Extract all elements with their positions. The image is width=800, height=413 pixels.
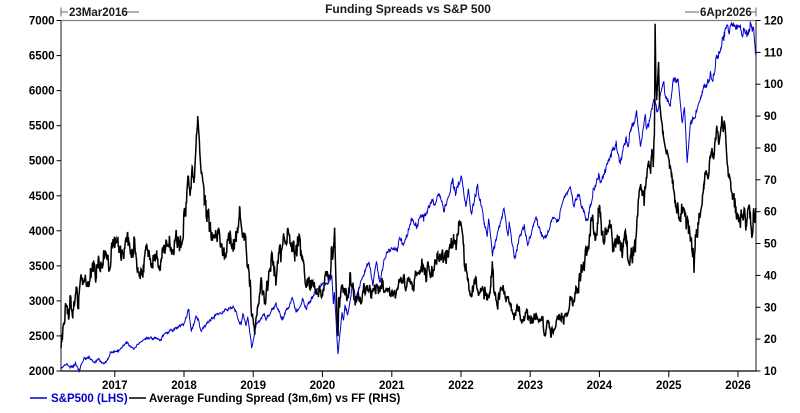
svg-text:3500: 3500 bbox=[29, 261, 55, 273]
svg-text:2500: 2500 bbox=[29, 331, 55, 343]
svg-text:2018: 2018 bbox=[171, 380, 197, 392]
svg-text:6000: 6000 bbox=[29, 86, 55, 98]
svg-text:5500: 5500 bbox=[29, 121, 55, 133]
svg-text:2022: 2022 bbox=[448, 380, 474, 392]
svg-text:2017: 2017 bbox=[102, 380, 128, 392]
svg-text:2024: 2024 bbox=[587, 380, 613, 392]
svg-text:2020: 2020 bbox=[310, 380, 336, 392]
svg-text:40: 40 bbox=[764, 270, 777, 282]
svg-text:6500: 6500 bbox=[29, 51, 55, 63]
svg-text:70: 70 bbox=[764, 175, 777, 187]
svg-text:5000: 5000 bbox=[29, 156, 55, 168]
svg-text:60: 60 bbox=[764, 207, 777, 219]
svg-text:2000: 2000 bbox=[29, 366, 55, 378]
svg-text:S&P500 (LHS): S&P500 (LHS) bbox=[51, 393, 128, 405]
svg-text:50: 50 bbox=[764, 239, 777, 251]
svg-text:2019: 2019 bbox=[240, 380, 266, 392]
svg-text:7000: 7000 bbox=[29, 16, 55, 28]
svg-text:2023: 2023 bbox=[517, 380, 543, 392]
svg-text:2021: 2021 bbox=[379, 380, 405, 392]
svg-text:2025: 2025 bbox=[656, 380, 682, 392]
svg-text:20: 20 bbox=[764, 334, 777, 346]
svg-text:90: 90 bbox=[764, 111, 777, 123]
svg-text:Average Funding Spread (3m,6m): Average Funding Spread (3m,6m) vs FF (RH… bbox=[149, 393, 401, 405]
svg-text:2026: 2026 bbox=[725, 380, 751, 392]
svg-text:3000: 3000 bbox=[29, 296, 55, 308]
svg-text:23Mar2016: 23Mar2016 bbox=[69, 7, 128, 19]
svg-text:100: 100 bbox=[764, 79, 783, 91]
svg-text:80: 80 bbox=[764, 143, 777, 155]
svg-text:110: 110 bbox=[764, 47, 783, 59]
svg-text:120: 120 bbox=[764, 16, 783, 28]
svg-text:4500: 4500 bbox=[29, 191, 55, 203]
svg-text:Funding Spreads vs S&P 500: Funding Spreads vs S&P 500 bbox=[325, 2, 491, 16]
svg-text:10: 10 bbox=[764, 366, 777, 378]
svg-text:4000: 4000 bbox=[29, 226, 55, 238]
svg-text:6Apr2026: 6Apr2026 bbox=[700, 7, 752, 19]
svg-text:30: 30 bbox=[764, 302, 777, 314]
